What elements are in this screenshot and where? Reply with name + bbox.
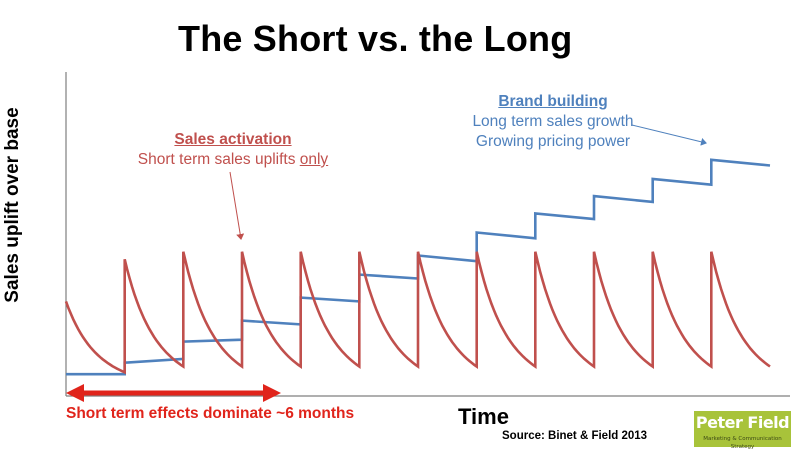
brand-building-heading: Brand building bbox=[498, 93, 608, 110]
short-term-double-arrow bbox=[66, 384, 281, 402]
brand-building-line-2: Growing pricing power bbox=[475, 133, 631, 150]
sales-activation-heading: Sales activation bbox=[174, 131, 292, 148]
brand-building-annotation: Brand building Long term sales growth Gr… bbox=[448, 92, 658, 152]
series-sales-activation bbox=[64, 251, 771, 375]
peter-field-logo: Peter Field Marketing & Communication St… bbox=[694, 411, 791, 450]
sales-activation-line bbox=[64, 251, 771, 375]
brand-building-line-1: Long term sales growth bbox=[472, 113, 634, 130]
logo-tagline: Marketing & Communication Strategy bbox=[703, 436, 782, 450]
y-axis-label: Sales uplift over base bbox=[2, 107, 23, 303]
source-note: Source: Binet & Field 2013 bbox=[502, 430, 648, 442]
sales-activation-text: Short term sales uplifts only bbox=[118, 150, 348, 170]
short-term-effects-label: Short term effects dominate ~6 months bbox=[66, 405, 355, 422]
sales-activation-only: only bbox=[299, 151, 329, 168]
brand-annotation-arrow bbox=[631, 124, 707, 146]
sales-annotation-arrow bbox=[229, 171, 245, 240]
sales-activation-annotation: Sales activation Short term sales uplift… bbox=[118, 130, 348, 170]
chart-title: The Short vs. the Long bbox=[178, 18, 573, 59]
logo-name: Peter Field bbox=[695, 413, 790, 432]
sales-activation-line: Short term sales uplifts bbox=[137, 151, 300, 168]
x-axis-label: Time bbox=[458, 404, 509, 429]
